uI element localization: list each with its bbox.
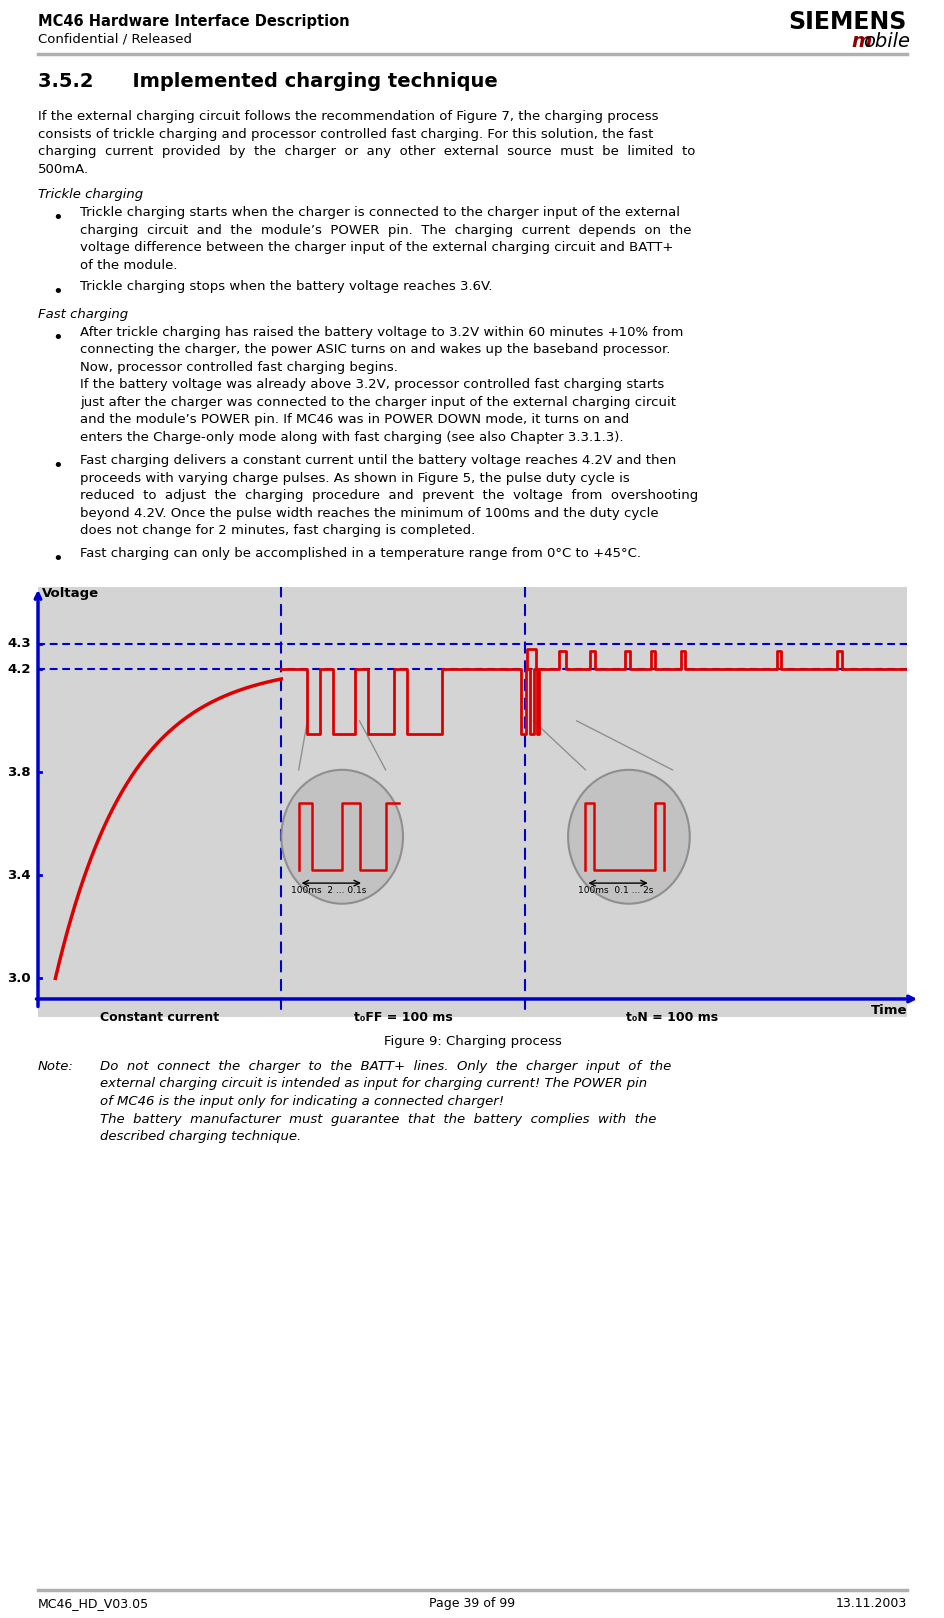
Text: Fast charging can only be accomplished in a temperature range from 0°C to +45°C.: Fast charging can only be accomplished i… xyxy=(80,547,640,560)
Text: Fast charging delivers a constant current until the battery voltage reaches 4.2V: Fast charging delivers a constant curren… xyxy=(80,455,676,468)
Text: 4.2: 4.2 xyxy=(8,663,31,676)
Text: and the module’s POWER pin. If MC46 was in POWER DOWN mode, it turns on and: and the module’s POWER pin. If MC46 was … xyxy=(80,413,629,426)
Ellipse shape xyxy=(567,770,689,904)
Text: Voltage: Voltage xyxy=(42,587,99,600)
Text: m: m xyxy=(851,32,870,52)
Text: of the module.: of the module. xyxy=(80,259,177,272)
Text: charging  circuit  and  the  module’s  POWER  pin.  The  charging  current  depe: charging circuit and the module’s POWER … xyxy=(80,223,691,236)
Text: 100ms  2 ... 0.1s: 100ms 2 ... 0.1s xyxy=(291,885,366,895)
Text: Page 39 of 99: Page 39 of 99 xyxy=(429,1597,514,1610)
Text: just after the charger was connected to the charger input of the external chargi: just after the charger was connected to … xyxy=(80,395,675,408)
Text: 4.3: 4.3 xyxy=(8,637,31,650)
Text: consists of trickle charging and processor controlled fast charging. For this so: consists of trickle charging and process… xyxy=(38,128,652,141)
Text: Trickle charging: Trickle charging xyxy=(38,188,143,201)
Text: Note:: Note: xyxy=(38,1060,74,1073)
Text: t₀FF = 100 ms: t₀FF = 100 ms xyxy=(353,1011,452,1024)
Text: If the external charging circuit follows the recommendation of Figure 7, the cha: If the external charging circuit follows… xyxy=(38,110,658,123)
Text: connecting the charger, the power ASIC turns on and wakes up the baseband proces: connecting the charger, the power ASIC t… xyxy=(80,343,669,356)
Text: Trickle charging stops when the battery voltage reaches 3.6V.: Trickle charging stops when the battery … xyxy=(80,280,492,293)
Text: Constant current: Constant current xyxy=(100,1011,219,1024)
Text: does not change for 2 minutes, fast charging is completed.: does not change for 2 minutes, fast char… xyxy=(80,524,475,537)
Text: The  battery  manufacturer  must  guarantee  that  the  battery  complies  with : The battery manufacturer must guarantee … xyxy=(100,1113,656,1126)
Text: 3.4: 3.4 xyxy=(8,869,31,882)
Text: After trickle charging has raised the battery voltage to 3.2V within 60 minutes : After trickle charging has raised the ba… xyxy=(80,325,683,338)
Text: beyond 4.2V. Once the pulse width reaches the minimum of 100ms and the duty cycl: beyond 4.2V. Once the pulse width reache… xyxy=(80,506,658,519)
Text: 13.11.2003: 13.11.2003 xyxy=(834,1597,906,1610)
Text: •: • xyxy=(52,550,62,568)
Text: 3.8: 3.8 xyxy=(8,765,31,778)
Text: external charging circuit is intended as input for charging current! The POWER p: external charging circuit is intended as… xyxy=(100,1078,647,1091)
Text: Now, processor controlled fast charging begins.: Now, processor controlled fast charging … xyxy=(80,361,397,374)
Text: of MC46 is the input only for indicating a connected charger!: of MC46 is the input only for indicating… xyxy=(100,1095,503,1108)
Ellipse shape xyxy=(281,770,402,904)
Text: Confidential / Released: Confidential / Released xyxy=(38,32,192,45)
Text: proceeds with varying charge pulses. As shown in Figure 5, the pulse duty cycle : proceeds with varying charge pulses. As … xyxy=(80,471,629,484)
Text: described charging technique.: described charging technique. xyxy=(100,1129,301,1142)
Text: SIEMENS: SIEMENS xyxy=(788,10,906,34)
Text: 500mA.: 500mA. xyxy=(38,162,89,175)
Text: Figure 9: Charging process: Figure 9: Charging process xyxy=(383,1036,561,1048)
Text: t₀N = 100 ms: t₀N = 100 ms xyxy=(626,1011,717,1024)
Text: enters the Charge-only mode along with fast charging (see also Chapter 3.3.1.3).: enters the Charge-only mode along with f… xyxy=(80,430,623,443)
Text: reduced  to  adjust  the  charging  procedure  and  prevent  the  voltage  from : reduced to adjust the charging procedure… xyxy=(80,489,698,502)
Text: 100ms  0.1 ... 2s: 100ms 0.1 ... 2s xyxy=(578,885,653,895)
Text: voltage difference between the charger input of the external charging circuit an: voltage difference between the charger i… xyxy=(80,241,673,254)
Text: Fast charging: Fast charging xyxy=(38,307,128,320)
Text: MC46 Hardware Interface Description: MC46 Hardware Interface Description xyxy=(38,15,349,29)
Text: Time: Time xyxy=(869,1005,906,1018)
Text: If the battery voltage was already above 3.2V, processor controlled fast chargin: If the battery voltage was already above… xyxy=(80,379,664,392)
Text: •: • xyxy=(52,283,62,301)
Text: charging  current  provided  by  the  charger  or  any  other  external  source : charging current provided by the charger… xyxy=(38,146,695,159)
Text: MC46_HD_V03.05: MC46_HD_V03.05 xyxy=(38,1597,149,1610)
Text: •: • xyxy=(52,328,62,346)
Text: •: • xyxy=(52,456,62,476)
Text: Trickle charging starts when the charger is connected to the charger input of th: Trickle charging starts when the charger… xyxy=(80,205,680,218)
Text: 3.5.2  Implemented charging technique: 3.5.2 Implemented charging technique xyxy=(38,71,497,91)
Text: •: • xyxy=(52,209,62,227)
Text: 3.0: 3.0 xyxy=(8,972,31,985)
Text: Do  not  connect  the  charger  to  the  BATT+  lines.  Only  the  charger  inpu: Do not connect the charger to the BATT+ … xyxy=(100,1060,670,1073)
Text: obile: obile xyxy=(862,32,909,52)
